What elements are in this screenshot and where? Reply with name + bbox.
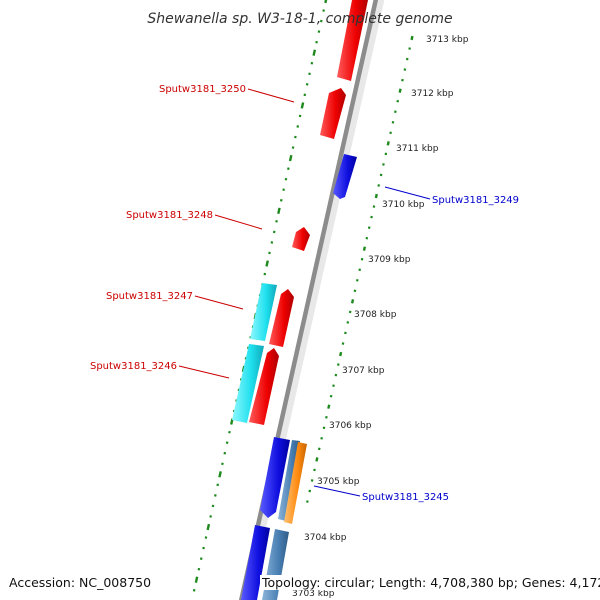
topology-text: Topology: circular; Length: 4,708,380 bp…	[260, 575, 600, 590]
kbp-tick-label: 3710 kbp	[382, 200, 425, 210]
inner-dotted-track-dot	[206, 523, 211, 531]
steelblue-feature	[278, 440, 300, 521]
outer-dotted-track-dot	[410, 35, 414, 41]
kbp-tick-label: 3712 kbp	[411, 89, 454, 99]
gene-label-leader-line	[214, 214, 263, 230]
gene-label-leader-line	[178, 365, 230, 379]
kbp-tick-label: 3706 kbp	[329, 421, 372, 431]
outer-dotted-track-dot	[374, 193, 378, 199]
cyan-feature	[232, 344, 264, 423]
reverse-gene-arrow	[333, 154, 357, 199]
kbp-tick-label: 3709 kbp	[368, 255, 411, 265]
gene-label-sputw3181-3247[interactable]: Sputw3181_3247	[106, 291, 193, 302]
inner-dotted-track-dot	[194, 576, 199, 583]
kbp-tick-label: 3708 kbp	[354, 310, 397, 320]
outer-dotted-track-dot	[315, 457, 319, 462]
gene-label-leader-line	[194, 295, 244, 310]
kbp-tick-label: 3707 kbp	[342, 366, 385, 376]
inner-dotted-track-dot	[265, 260, 269, 267]
accession-text: Accession: NC_008750	[9, 575, 152, 590]
inner-dotted-track-dot	[324, 0, 328, 4]
inner-dotted-track-dot	[277, 207, 281, 214]
inner-dotted-track-dot	[300, 102, 305, 109]
outer-dotted-track-dot	[327, 404, 331, 409]
gene-label-leader-line	[313, 485, 361, 497]
gene-label-sputw3181-3245[interactable]: Sputw3181_3245	[362, 492, 449, 503]
inner-dotted-track-dot	[288, 154, 293, 162]
gene-features	[232, 0, 368, 600]
kbp-tick-label: 3713 kbp	[426, 35, 469, 45]
gene-label-sputw3181-3248[interactable]: Sputw3181_3248	[126, 210, 213, 221]
kbp-tick-label: 3703 kbp	[292, 589, 335, 599]
outer-dotted-track-dot	[339, 351, 343, 357]
forward-gene-arrow	[320, 88, 346, 139]
gene-label-leader-line	[247, 88, 295, 103]
forward-gene-arrow	[337, 0, 368, 81]
cyan-feature	[250, 283, 277, 341]
gene-label-sputw3181-3250[interactable]: Sputw3181_3250	[159, 84, 246, 95]
outer-dotted-track-dot	[362, 246, 367, 251]
forward-gene-arrow	[292, 227, 310, 251]
forward-gene-arrow	[269, 289, 294, 347]
kbp-tick-label: 3711 kbp	[396, 144, 439, 154]
gene-label-sputw3181-3249[interactable]: Sputw3181_3249	[432, 195, 519, 206]
outer-dotted-track-dot	[398, 88, 402, 93]
forward-gene-arrow	[249, 348, 279, 425]
kbp-tick-label: 3705 kbp	[317, 477, 360, 487]
orange-feature	[284, 442, 307, 524]
outer-dotted-track-dot	[386, 141, 390, 146]
reverse-gene-arrow	[241, 525, 270, 600]
gene-label-leader-line	[384, 186, 431, 200]
gene-label-sputw3181-3246[interactable]: Sputw3181_3246	[90, 361, 177, 372]
inner-dotted-track-dot	[312, 49, 317, 56]
reverse-gene-arrow	[260, 437, 290, 518]
labels-layer: 3713 kbp 3712 kbp 3711 kbp 3710 kbp 3709 kbp…	[90, 35, 519, 599]
inner-dotted-track-dot	[218, 471, 222, 478]
map-title: Shewanella sp. W3-18-1, complete genome	[147, 11, 452, 27]
outer-dotted-track-dot	[350, 299, 355, 304]
kbp-tick-label: 3704 kbp	[304, 533, 347, 543]
